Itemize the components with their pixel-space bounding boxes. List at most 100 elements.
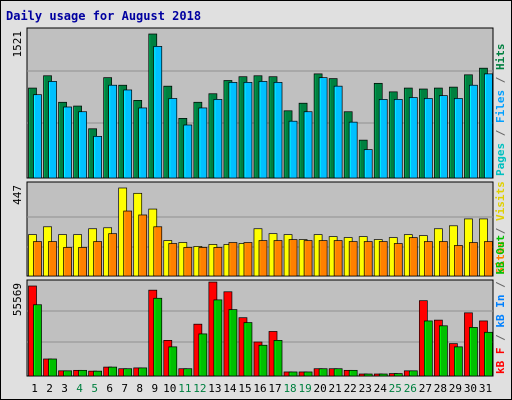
bar-top-files-day-24-body	[378, 99, 388, 179]
bar-top-files-day-11-body	[183, 124, 193, 179]
bar-middle-sites-day-1	[33, 241, 42, 277]
x-tick-label-14: 14	[223, 382, 237, 395]
bar-middle-sites-day-12-body	[198, 247, 208, 277]
bar-top-files-day-9-body	[153, 46, 163, 179]
bar-middle-sites-day-1-body	[33, 241, 42, 277]
bar-bottom-kb-out-day-26	[408, 370, 418, 377]
bar-middle-sites-day-3	[63, 247, 72, 277]
bar-bottom-kb-out-day-20	[318, 368, 328, 377]
bar-top-files-day-22-body	[348, 121, 358, 179]
bar-middle-sites-day-28	[439, 241, 448, 277]
bar-top-files-day-9	[153, 46, 163, 179]
bar-middle-sites-day-23	[363, 241, 373, 277]
bar-bottom-kb-out-day-4-body	[78, 369, 87, 377]
bar-top-files-day-5	[93, 135, 102, 179]
bar-middle-sites-day-25-body	[393, 243, 403, 277]
bar-middle-sites-day-20-body	[318, 240, 328, 277]
bar-bottom-kb-out-day-26-body	[408, 370, 418, 377]
bar-bottom-kb-out-day-27	[423, 320, 433, 377]
bar-middle-sites-day-11	[183, 247, 193, 277]
bar-bottom-kb-out-day-18	[288, 371, 298, 377]
bar-bottom-kb-out-day-2	[48, 358, 57, 377]
x-tick-label-13: 13	[208, 382, 221, 395]
bar-middle-sites-day-3-body	[63, 247, 72, 277]
bar-top-files-day-29-body	[454, 98, 463, 179]
bar-top-files-day-17-body	[273, 82, 283, 179]
legend-separator: /	[494, 328, 507, 348]
bar-top-files-day-27-body	[423, 98, 433, 179]
bar-middle-sites-day-17-body	[273, 240, 283, 277]
bar-middle-sites-day-16-body	[258, 240, 268, 277]
bar-top-files-day-27	[423, 98, 433, 179]
bar-top-files-day-10-body	[168, 98, 178, 179]
bar-bottom-kb-out-day-11	[183, 368, 193, 377]
bar-middle-sites-day-16	[258, 240, 268, 277]
bar-top-files-day-19	[303, 111, 313, 179]
bar-middle-sites-day-29	[454, 245, 463, 277]
bar-top-files-day-23-body	[363, 149, 373, 179]
bar-top-files-day-20	[318, 77, 328, 179]
bar-bottom-kb-out-day-31-body	[484, 331, 493, 377]
x-tick-label-1: 1	[31, 382, 38, 395]
bar-middle-sites-day-26	[408, 237, 418, 277]
legend-separator: /	[494, 70, 507, 90]
bar-top-files-day-5-body	[93, 135, 102, 179]
bar-middle-sites-day-28-body	[439, 241, 448, 277]
bar-middle-sites-day-22	[348, 241, 358, 277]
bar-middle-sites-day-10	[168, 243, 178, 277]
bar-top-files-day-16-body	[258, 81, 268, 179]
ymax-label-bottom: 55569	[11, 283, 24, 316]
bar-middle-sites-day-10-body	[168, 243, 178, 277]
legend-entry: Visits	[494, 181, 507, 221]
bar-top-files-day-21	[333, 85, 343, 179]
bar-bottom-kb-out-day-15-body	[243, 322, 253, 377]
x-tick-label-29: 29	[449, 382, 462, 395]
x-tick-label-5: 5	[91, 382, 98, 395]
bar-top-files-day-23	[363, 149, 373, 179]
x-tick-label-6: 6	[106, 382, 113, 395]
bar-top-files-day-4-body	[78, 111, 87, 179]
chart-title: Daily usage for August 2018	[6, 9, 201, 23]
bar-middle-sites-day-29-body	[454, 245, 463, 277]
bar-bottom-kb-out-day-13-body	[213, 299, 223, 377]
bar-top-files-day-20-body	[318, 77, 328, 179]
bar-middle-sites-day-12	[198, 247, 208, 277]
bar-middle-sites-day-9	[153, 226, 163, 277]
bar-bottom-kb-out-day-1-body	[33, 304, 42, 377]
bar-bottom-kb-out-day-29-body	[454, 346, 463, 377]
bar-top-files-day-12	[198, 107, 208, 179]
legend-entry: Files	[494, 90, 507, 123]
x-tick-label-20: 20	[314, 382, 327, 395]
bar-top-files-day-25	[393, 99, 403, 179]
bar-top-files-day-4	[78, 111, 87, 179]
bar-top-files-day-19-body	[303, 111, 313, 179]
bar-top-files-day-31-body	[484, 73, 493, 179]
x-tick-label-31: 31	[479, 382, 492, 395]
bar-middle-sites-day-20	[318, 240, 328, 277]
bar-bottom-kb-out-day-19-body	[303, 371, 313, 377]
bar-middle-sites-day-21-body	[333, 240, 343, 277]
bar-middle-sites-day-24	[378, 241, 388, 277]
x-tick-label-10: 10	[163, 382, 176, 395]
bar-bottom-kb-out-day-19	[303, 371, 313, 377]
bar-middle-sites-day-5	[93, 241, 102, 277]
bar-top-files-day-26-body	[408, 97, 418, 179]
x-tick-label-18: 18	[283, 382, 296, 395]
bar-middle-sites-day-22-body	[348, 241, 358, 277]
bar-top-files-day-13	[213, 99, 223, 179]
bar-top-files-day-7-body	[123, 89, 133, 179]
bar-bottom-kb-out-day-9-body	[153, 297, 163, 377]
bar-top-files-day-16	[258, 81, 268, 179]
bar-bottom-kb-out-day-7-body	[123, 368, 133, 377]
bar-middle-sites-day-14	[228, 242, 238, 277]
bar-middle-sites-day-15-body	[243, 242, 253, 277]
bar-middle-sites-day-31-body	[484, 241, 493, 277]
bar-top-files-day-14	[228, 82, 238, 179]
bar-middle-sites-day-30	[469, 242, 478, 277]
bar-middle-sites-day-11-body	[183, 247, 193, 277]
legend-separator: /	[494, 275, 507, 295]
bar-bottom-kb-out-day-12	[198, 333, 208, 377]
bar-bottom-kb-out-day-12-body	[198, 333, 208, 377]
legend-entry: Pages	[494, 143, 507, 176]
